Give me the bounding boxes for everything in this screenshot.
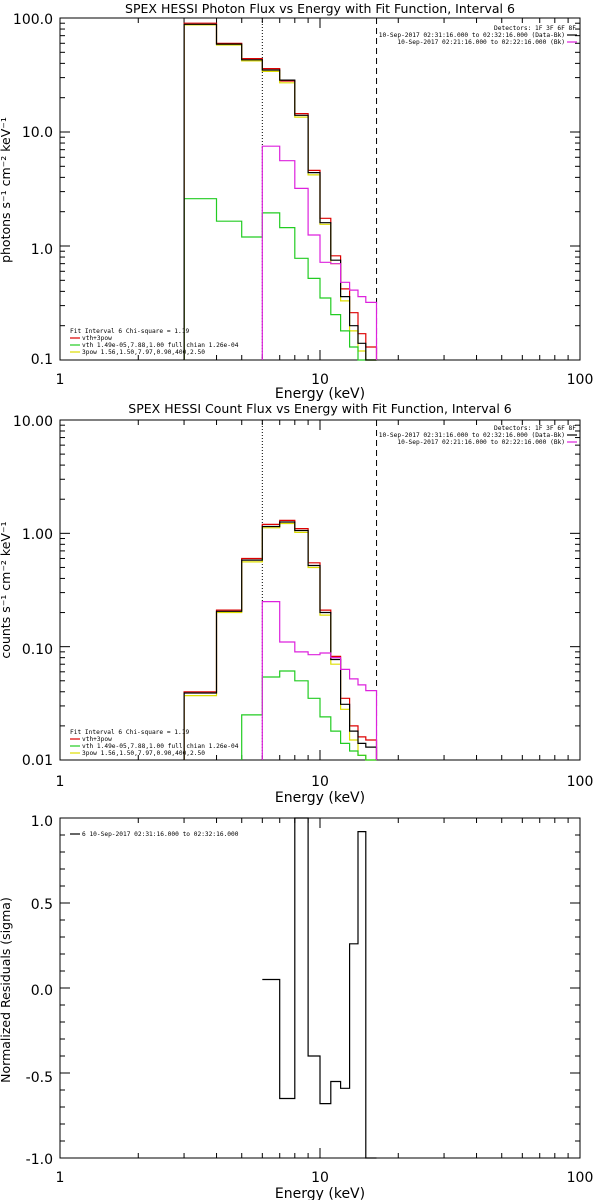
panel-3-x-tick-1: 1 xyxy=(56,1170,65,1186)
panel-1-x-tick-1: 1 xyxy=(56,372,65,388)
count-flux-panel: SPEX HESSI Count Flux vs Energy with Fit… xyxy=(0,401,593,806)
panel-3-y-axis-label: Normalized Residuals (sigma) xyxy=(0,897,13,1083)
panel-2-y-tick-1: 1.00 xyxy=(22,527,53,543)
panel-2-x-tick-100: 100 xyxy=(567,774,594,790)
panel-2-x-tick-1: 1 xyxy=(56,774,65,790)
panel-3-x-tick-10: 10 xyxy=(311,1170,329,1186)
panel-1-y-axis-label: photons s⁻¹ cm⁻² keV⁻¹ xyxy=(0,117,13,263)
panel-1-x-tick-100: 100 xyxy=(567,372,594,388)
panel-1-y-tick-100: 100.0 xyxy=(13,12,53,28)
panel-3-plot-frame xyxy=(59,817,581,1159)
panel-2-y-tick-0.01: 0.01 xyxy=(22,753,53,769)
panel-3-y-tick-neg1.0: -1.0 xyxy=(26,1152,53,1168)
series-bk-line xyxy=(261,601,378,760)
panel-1-x-axis-label: Energy (keV) xyxy=(275,386,365,402)
panel-3-y-tick-0.5: 0.5 xyxy=(31,897,53,913)
panel-1-data-interval-text: 10-Sep-2017 02:31:16.000 to 02:32:16.000… xyxy=(379,32,565,39)
panel-1-legend-vth: vth 1.49e-05,7.88,1.00 full chian 1.26e-… xyxy=(82,342,239,349)
panel-2-data-interval-text: 10-Sep-2017 02:31:16.000 to 02:32:16.000… xyxy=(379,432,565,439)
panel-1-y-tick-1: 1.0 xyxy=(31,242,53,258)
panel-1-y-tick-0.1: 0.1 xyxy=(31,352,53,368)
panel-1-y-tick-10: 10.0 xyxy=(22,125,53,141)
panel-2-legend-vth: vth 1.49e-05,7.88,1.00 full chian 1.26e-… xyxy=(82,743,239,750)
series-bk-line xyxy=(261,145,378,360)
panel-3-x-tick-100: 100 xyxy=(567,1170,594,1186)
panel-1-legend-vth-3pow: vth+3pow xyxy=(82,335,112,342)
series-vth-line xyxy=(183,198,377,361)
residuals-panel: Energy (keV) Normalized Residuals (sigma… xyxy=(0,814,593,1200)
panel-2-x-tick-10: 10 xyxy=(311,774,329,790)
panel-1-detectors-text: Detectors: 1F 3F 6F 8F xyxy=(494,25,576,32)
panel-2-x-axis-label: Energy (keV) xyxy=(275,790,365,806)
panel-1-legend-3pow: 3pow 1.56,1.50,7.97,0.90,400,2.50 xyxy=(82,349,205,356)
panel-3-y-tick-neg0.5: -0.5 xyxy=(26,1070,53,1086)
panel-2-detectors-text: Detectors: 1F 3F 6F 8F xyxy=(494,425,576,432)
panel-3-y-tick-0.0: 0.0 xyxy=(31,983,53,999)
panel-1-x-tick-10: 10 xyxy=(311,372,329,388)
panel-1-title: SPEX HESSI Photon Flux vs Energy with Fi… xyxy=(125,1,515,16)
panel-3-y-tick-1.0: 1.0 xyxy=(31,814,53,830)
panel-3-legend-text: 6 10-Sep-2017 02:31:16.000 to 02:32:16.0… xyxy=(82,831,239,838)
panel-2-title: SPEX HESSI Count Flux vs Energy with Fit… xyxy=(128,401,511,416)
panel-2-fit-interval-text: Fit Interval 6 Chi-square = 1.19 xyxy=(70,729,189,736)
panel-2-y-axis-label: counts s⁻¹ cm⁻² keV⁻¹ xyxy=(0,521,13,658)
series-total-line xyxy=(262,817,377,1159)
panel-1-bk-interval-text: 10-Sep-2017 02:21:16.000 to 02:22:16.000… xyxy=(397,39,565,46)
panel-3-x-axis-label: Energy (keV) xyxy=(275,1186,365,1200)
series-total-line xyxy=(183,23,377,361)
series-vth-line xyxy=(241,670,377,761)
series-total-line xyxy=(183,521,378,760)
panel-2-y-tick-10: 10.00 xyxy=(13,414,53,430)
panel-1-fit-interval-text: Fit Interval 6 Chi-square = 1.19 xyxy=(70,328,189,335)
panel-2-bk-interval-text: 10-Sep-2017 02:21:16.000 to 02:22:16.000… xyxy=(397,439,565,446)
panel-2-legend-vth-3pow: vth+3pow xyxy=(82,736,112,743)
panel-2-legend-3pow: 3pow 1.56,1.50,7.97,0.90,400,2.50 xyxy=(82,750,205,757)
photon-flux-panel: SPEX HESSI Photon Flux vs Energy with Fi… xyxy=(0,1,593,402)
panel-2-y-tick-0.1: 0.10 xyxy=(22,642,53,658)
